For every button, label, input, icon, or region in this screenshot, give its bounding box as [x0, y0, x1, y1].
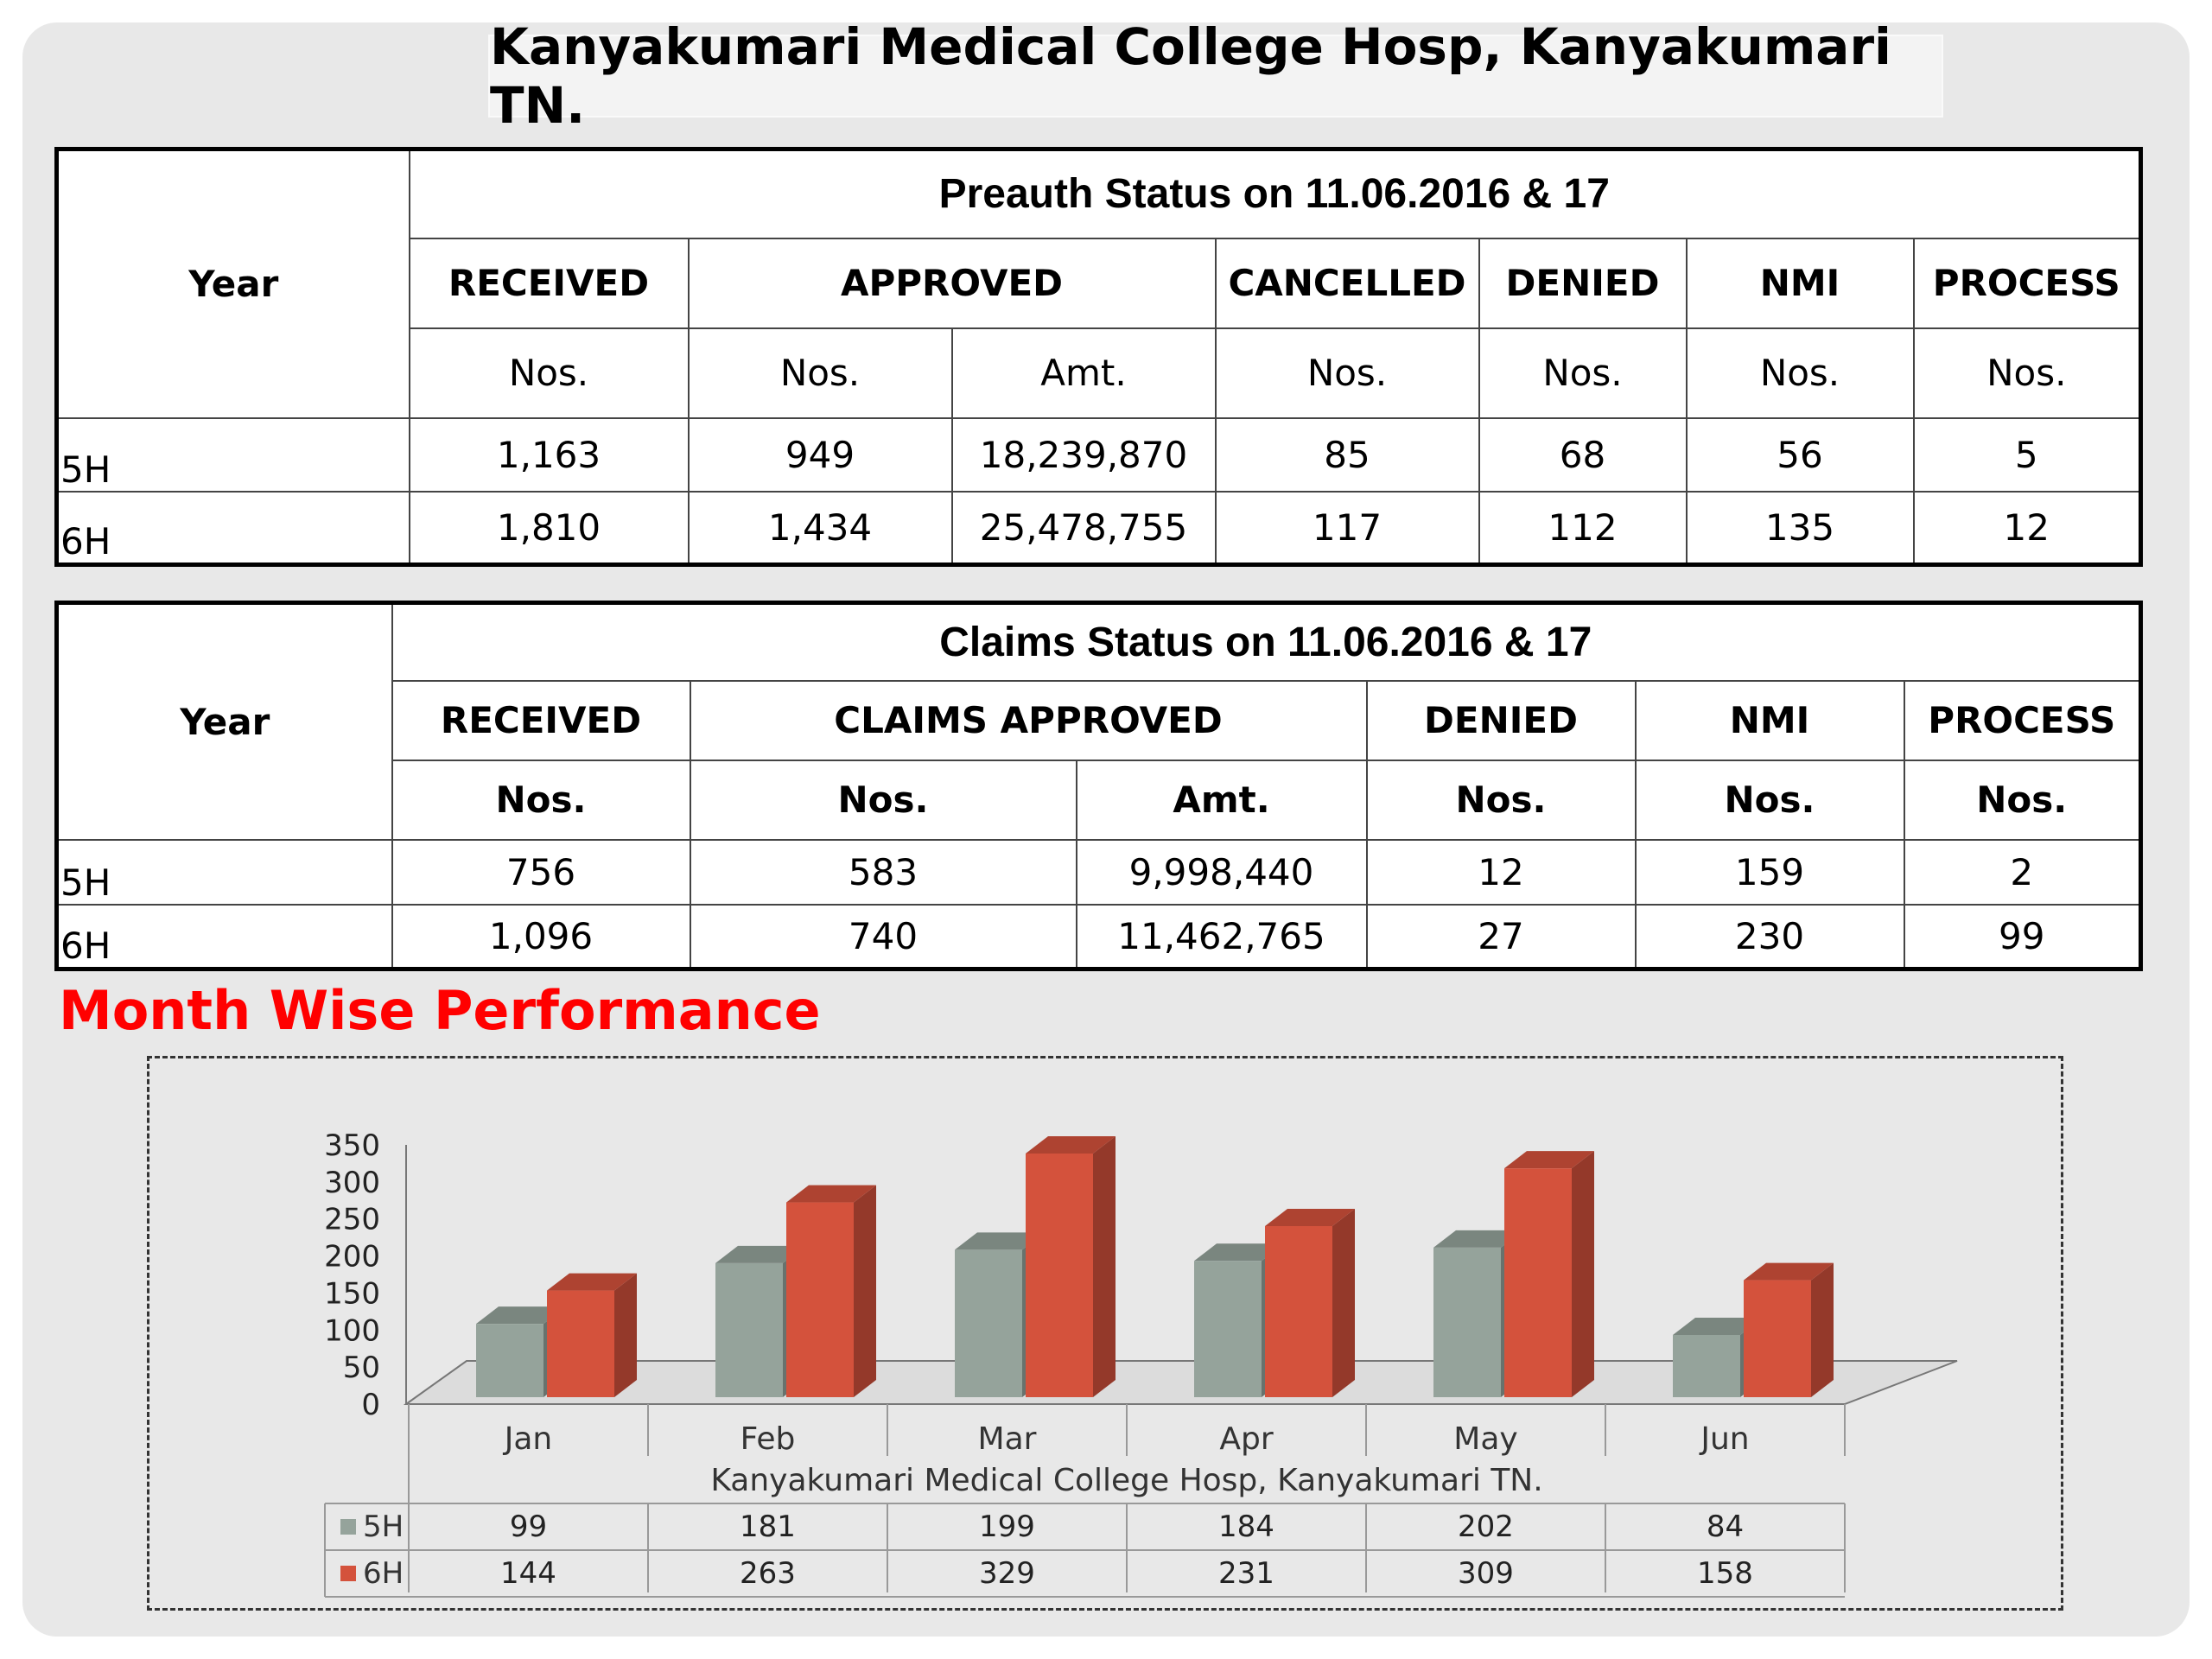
- header-denied: DENIED: [1478, 237, 1688, 329]
- table-row: 5H 756 583 9,998,440 12 159 2: [55, 838, 2142, 906]
- cell: 27: [1365, 903, 1637, 970]
- cell: 117: [1214, 490, 1480, 566]
- cell: 1,810: [408, 490, 690, 566]
- row-label: 5H: [55, 838, 393, 906]
- table-row: 5H 1,163 949 18,239,870 85 68 56 5: [55, 416, 2142, 493]
- preauth-title: Preauth Status on 11.06.2016 & 17: [408, 148, 2142, 239]
- subheader: Amt.: [1075, 759, 1368, 841]
- cell: 1,163: [408, 416, 690, 493]
- header-approved: APPROVED: [687, 237, 1217, 329]
- subheader: Nos.: [1912, 327, 2142, 419]
- page-title: Kanyakumari Medical College Hosp, Kanyak…: [488, 17, 1943, 135]
- subheader: Nos.: [1903, 759, 2142, 841]
- subheader: Nos.: [1365, 759, 1637, 841]
- cell: 112: [1478, 490, 1688, 566]
- chart-frame: [147, 1056, 2063, 1611]
- row-label: 5H: [55, 416, 410, 493]
- section-title: Month Wise Performance: [59, 979, 821, 1042]
- cell: 230: [1634, 903, 1905, 970]
- cell: 25,478,755: [950, 490, 1217, 566]
- subheader: Nos.: [689, 759, 1077, 841]
- year-header: Year: [55, 601, 393, 841]
- cell: 1,434: [687, 490, 953, 566]
- table-row: 6H 1,810 1,434 25,478,755 117 112 135 12: [55, 490, 2142, 566]
- cell: 2: [1903, 838, 2142, 906]
- subheader: Nos.: [1634, 759, 1905, 841]
- cell: 12: [1912, 490, 2142, 566]
- cell: 159: [1634, 838, 1905, 906]
- cell: 12: [1365, 838, 1637, 906]
- claims-status-table: Year Claims Status on 11.06.2016 & 17 RE…: [54, 601, 2144, 971]
- cell: 1,096: [391, 903, 691, 970]
- cell: 5: [1912, 416, 2142, 493]
- cell: 68: [1478, 416, 1688, 493]
- year-header: Year: [55, 148, 410, 419]
- header-cancelled: CANCELLED: [1214, 237, 1480, 329]
- header-process: PROCESS: [1912, 237, 2142, 329]
- subheader: Nos.: [1478, 327, 1688, 419]
- header-received: RECEIVED: [408, 237, 690, 329]
- claims-title: Claims Status on 11.06.2016 & 17: [391, 601, 2142, 682]
- row-label: 6H: [55, 490, 410, 566]
- header-claims-approved: CLAIMS APPROVED: [689, 679, 1368, 761]
- subheader: Nos.: [391, 759, 691, 841]
- cell: 11,462,765: [1075, 903, 1368, 970]
- cell: 949: [687, 416, 953, 493]
- cell: 740: [689, 903, 1077, 970]
- header-nmi: NMI: [1634, 679, 1905, 761]
- preauth-status-table: Year Preauth Status on 11.06.2016 & 17 R…: [54, 147, 2144, 567]
- header-received: RECEIVED: [391, 679, 691, 761]
- subheader: Nos.: [1214, 327, 1480, 419]
- subheader: Nos.: [408, 327, 690, 419]
- cell: 18,239,870: [950, 416, 1217, 493]
- cell: 583: [689, 838, 1077, 906]
- cell: 56: [1685, 416, 1915, 493]
- cell: 99: [1903, 903, 2142, 970]
- header-denied: DENIED: [1365, 679, 1637, 761]
- table-row: 6H 1,096 740 11,462,765 27 230 99: [55, 903, 2142, 970]
- subheader: Nos.: [687, 327, 953, 419]
- cell: 135: [1685, 490, 1915, 566]
- cell: 756: [391, 838, 691, 906]
- row-label: 6H: [55, 903, 393, 970]
- cell: 9,998,440: [1075, 838, 1368, 906]
- subheader: Nos.: [1685, 327, 1915, 419]
- subheader: Amt.: [950, 327, 1217, 419]
- header-nmi: NMI: [1685, 237, 1915, 329]
- cell: 85: [1214, 416, 1480, 493]
- header-process: PROCESS: [1903, 679, 2142, 761]
